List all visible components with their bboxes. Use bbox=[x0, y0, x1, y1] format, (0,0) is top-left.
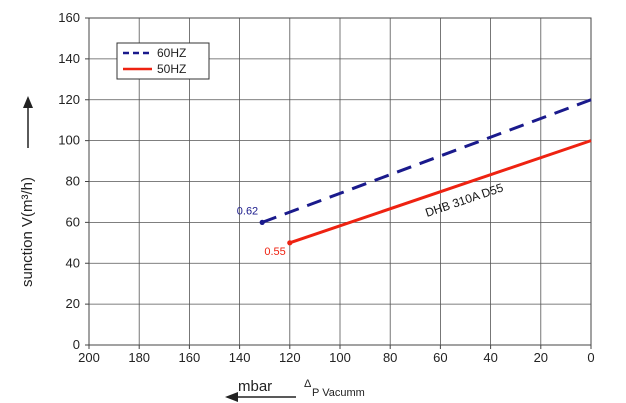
y-tick-label: 40 bbox=[66, 255, 80, 270]
series-start-point-60hz bbox=[259, 219, 265, 225]
x-axis-delta-symbol: Δ bbox=[304, 378, 312, 390]
y-tick-label: 0 bbox=[73, 337, 80, 352]
series-line-60hz bbox=[261, 98, 592, 224]
legend-label-50hz: 50HZ bbox=[157, 62, 186, 76]
curve-label: DHB 310A D55 bbox=[423, 180, 505, 220]
x-tick-label: 20 bbox=[534, 350, 548, 365]
x-tick-label: 40 bbox=[483, 350, 497, 365]
series-start-point-50hz bbox=[287, 240, 293, 246]
tick-labels: 200 180 160 140 120 100 80 60 40 20 00204060801001… bbox=[58, 10, 594, 365]
x-axis-arrowhead bbox=[225, 392, 238, 402]
grid bbox=[85, 17, 592, 349]
series-layer bbox=[259, 98, 592, 246]
legend-label-60hz: 60HZ bbox=[157, 46, 186, 60]
y-tick-label: 160 bbox=[58, 10, 80, 25]
x-tick-label: 200 bbox=[78, 350, 100, 365]
y-tick-label: 140 bbox=[58, 51, 80, 66]
y-tick-label: 60 bbox=[66, 214, 80, 229]
y-axis-title: sunction V(m³/h) bbox=[19, 96, 36, 287]
x-tick-label: 0 bbox=[587, 350, 594, 365]
y-axis-arrowhead bbox=[23, 96, 33, 108]
x-tick-label: 100 bbox=[329, 350, 351, 365]
x-axis-title: mbar Δ P Vacumm bbox=[225, 378, 365, 402]
series-line-50hz bbox=[289, 139, 592, 245]
annotation-60hz-start: 0.62 bbox=[237, 205, 258, 217]
y-tick-label: 80 bbox=[66, 174, 80, 189]
x-axis-caption: P Vacumm bbox=[312, 387, 365, 399]
x-tick-label: 160 bbox=[179, 350, 201, 365]
y-tick-label: 20 bbox=[66, 296, 80, 311]
x-axis-unit: mbar bbox=[238, 378, 272, 395]
x-tick-label: 180 bbox=[128, 350, 150, 365]
annotation-50hz-start: 0.55 bbox=[264, 246, 285, 258]
y-axis-label: sunction V(m³/h) bbox=[19, 177, 36, 287]
x-tick-label: 80 bbox=[383, 350, 397, 365]
legend: 60HZ 50HZ bbox=[116, 42, 210, 80]
y-tick-label: 120 bbox=[58, 92, 80, 107]
legend-box bbox=[116, 42, 210, 80]
x-tick-label: 120 bbox=[279, 350, 301, 365]
x-tick-label: 60 bbox=[433, 350, 447, 365]
y-tick-label: 100 bbox=[58, 133, 80, 148]
x-tick-label: 140 bbox=[229, 350, 251, 365]
